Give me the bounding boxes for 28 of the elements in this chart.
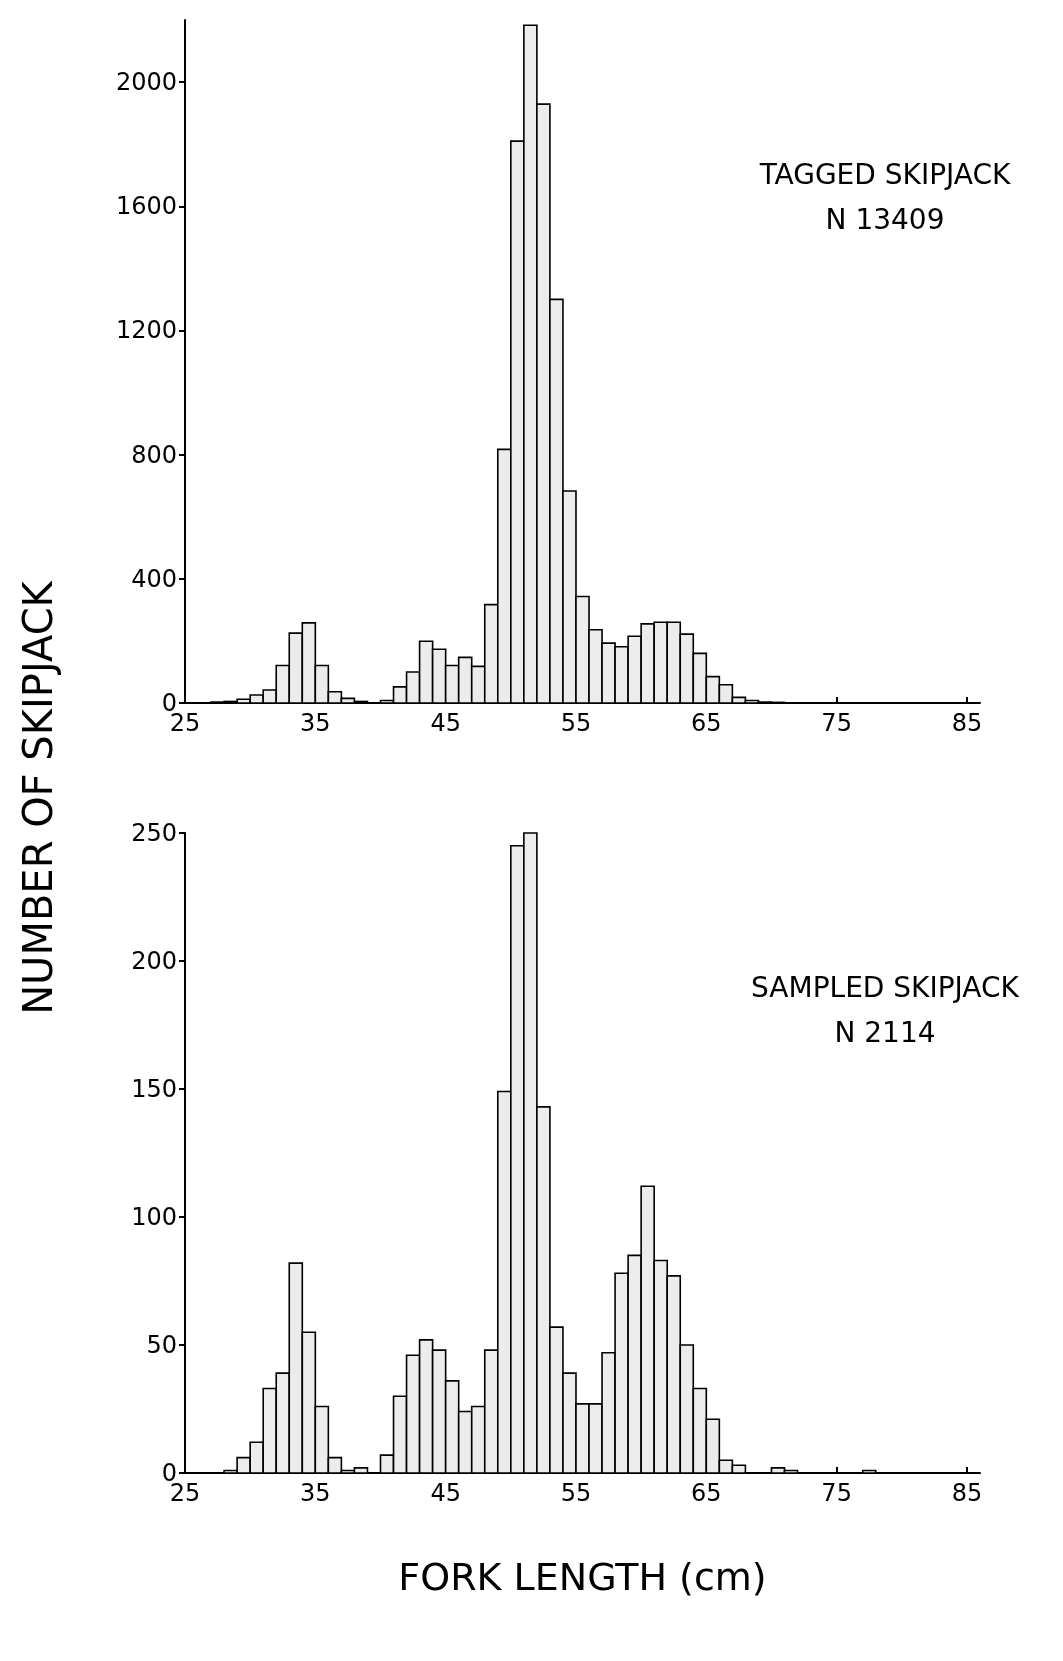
annotation: N 13409: [825, 202, 945, 236]
x-tick-label: 65: [691, 1479, 722, 1507]
x-tick-label: 85: [951, 709, 983, 737]
x-tick-label: 65: [691, 709, 722, 737]
x-tick-label: 45: [430, 1479, 461, 1507]
x-tick-label: 75: [821, 709, 852, 737]
y-tick-label: 1200: [115, 316, 177, 345]
x-tick-label: 55: [560, 709, 592, 737]
x-tick-label: 45: [430, 709, 461, 737]
y-tick-label: 100: [131, 1203, 177, 1231]
y-tick-label: 800: [131, 440, 177, 469]
annotation: TAGGED SKIPJACK: [758, 157, 1012, 191]
x-tick-label: 35: [300, 1479, 331, 1507]
annotation: SAMPLED SKIPJACK: [751, 970, 1020, 1004]
y-tick-label: 150: [131, 1075, 177, 1103]
y-tick-label: 50: [146, 1331, 177, 1359]
x-tick-label: 35: [300, 709, 331, 737]
y-tick-label: 200: [131, 947, 177, 975]
x-tick-label: 75: [821, 1479, 852, 1507]
y-tick-label: 2000: [115, 68, 177, 97]
y-tick-label: 400: [131, 564, 177, 593]
annotation: N 2114: [834, 1015, 936, 1049]
x-tick-label: 55: [560, 1479, 592, 1507]
x-axis-title: FORK LENGTH (cm): [398, 1555, 767, 1599]
x-tick-label: 85: [951, 1479, 983, 1507]
y-tick-label: 1600: [115, 192, 177, 221]
y-axis-title: NUMBER OF SKIPJACK: [15, 581, 61, 1015]
y-tick-label: 250: [131, 819, 177, 847]
